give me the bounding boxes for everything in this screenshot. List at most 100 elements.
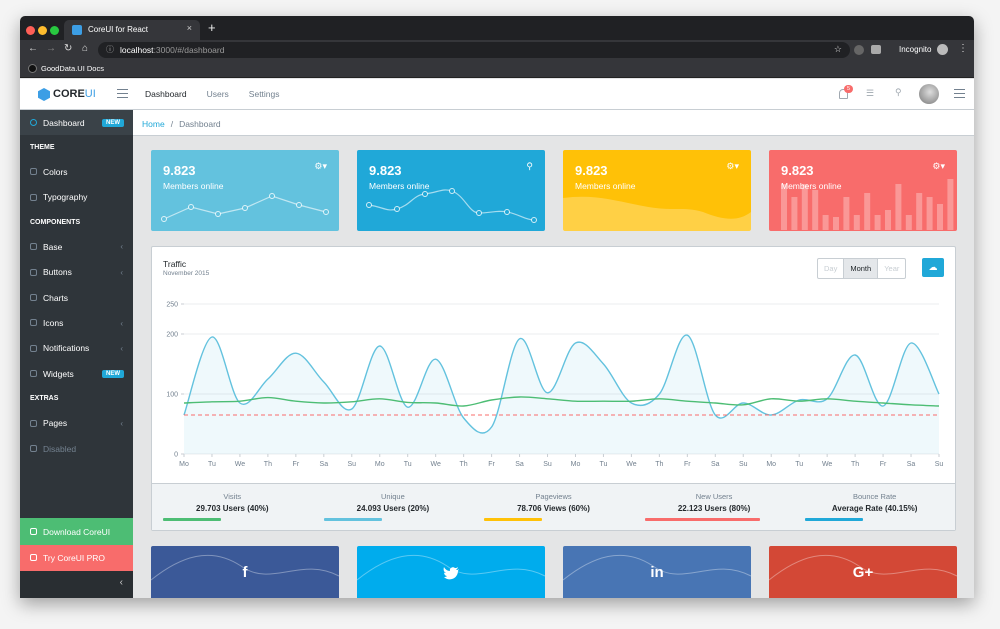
stat: Pageviews 78.706 Views (60%)	[473, 484, 634, 530]
profile-label[interactable]: Incognito	[899, 45, 932, 54]
sidebar-label: Notifications	[43, 343, 90, 354]
download-button[interactable]: Download CoreUI	[20, 518, 133, 545]
home-button[interactable]: ⌂	[82, 43, 89, 54]
stat: Visits 29.703 Users (40%)	[152, 484, 313, 530]
stat-value: 29.703 Users (40%)	[196, 504, 269, 513]
sidebar-nav: Dashboard NEW THEME Colors Typography COMPONE…	[20, 110, 133, 461]
nav-link[interactable]: Dashboard	[145, 89, 187, 99]
x-tick-label: Fr	[293, 461, 300, 468]
toolbar: ← → ↻ ⌂ ⓘ localhost:3000/#/dashboard ☆ I…	[20, 40, 974, 60]
chart-title: Traffic	[163, 259, 187, 269]
chart-subtitle: November 2015	[163, 270, 210, 277]
card-label: Members online	[369, 181, 430, 191]
bell-icon[interactable]	[839, 89, 848, 99]
close-button[interactable]	[26, 26, 35, 35]
url-host: localhost	[120, 45, 154, 55]
x-tick-label: Tu	[404, 461, 412, 468]
new-tab[interactable]: +	[208, 20, 216, 35]
address-field[interactable]: ⓘ localhost:3000/#/dashboard ☆	[98, 42, 850, 58]
traffic-chart: 0 100 200 250 Mo Tu We Th Fr Sa Su Mo Tu We Th Fr Sa Su Mo…	[166, 302, 943, 469]
sidebar-item[interactable]: Widgets NEW	[20, 361, 133, 386]
sidebar-label: Charts	[43, 292, 69, 303]
logo[interactable]: COREUI	[53, 88, 96, 100]
tab-close[interactable]: ×	[186, 23, 192, 33]
x-tick-label: Su	[347, 461, 356, 468]
sidebar-section: COMPONENTS	[30, 218, 81, 226]
sidebar-item[interactable]: Colors	[20, 159, 133, 184]
sidebar-item[interactable]: Charts	[20, 285, 133, 310]
stat-label: Unique	[381, 492, 405, 501]
card-menu[interactable]: ⚙▾	[726, 161, 739, 171]
x-tick-label: We	[430, 461, 440, 468]
sidebar-arrow: ‹	[120, 242, 123, 252]
sidebar-item[interactable]: Pages ‹	[20, 411, 133, 436]
sidebar-label: Disabled	[43, 443, 77, 454]
minimize-button[interactable]	[38, 26, 47, 35]
period-button[interactable]: Month	[843, 259, 878, 278]
bookmark[interactable]: GoodData.UI Docs	[41, 64, 104, 73]
card-menu[interactable]: ⚙▾	[314, 161, 327, 171]
menu-button[interactable]: ⋮	[958, 43, 968, 54]
stat: Bounce Rate Average Rate (40.15%)	[794, 484, 955, 530]
stat: New Users 22.123 Users (80%)	[634, 484, 795, 530]
tab[interactable]: CoreUI for React ×	[64, 20, 200, 40]
sidebar-minimizer[interactable]: ‹	[20, 571, 133, 598]
stat-value: 22.123 Users (80%)	[677, 504, 751, 513]
x-tick-label: Tu	[599, 461, 607, 468]
sidebar-item[interactable]: Notifications ‹	[20, 336, 133, 361]
card-sparkline	[781, 179, 954, 230]
camera-icon[interactable]	[871, 45, 881, 54]
card-label: Members online	[163, 181, 224, 191]
sidebar-item[interactable]: Icons ‹	[20, 310, 133, 335]
download-chart-button[interactable]: ☁	[922, 258, 944, 277]
social-card: G+	[769, 546, 957, 598]
reload-button[interactable]: ↻	[64, 43, 73, 54]
x-tick-label: Mo	[179, 461, 189, 468]
x-tick-label: Mo	[571, 461, 581, 468]
extension-icon[interactable]	[854, 45, 864, 55]
x-tick-label: Mo	[766, 461, 776, 468]
tab-title: CoreUI for React	[88, 25, 149, 34]
social-wave	[357, 554, 545, 581]
sidebar-icon	[30, 293, 37, 301]
location-icon[interactable]: ⚲	[895, 87, 902, 97]
stat-card: 9.823 Members online ⚙▾	[769, 150, 957, 231]
period-button[interactable]: Day	[824, 264, 838, 273]
sidebar-item[interactable]: Dashboard NEW	[20, 110, 133, 136]
maximize-button[interactable]	[50, 26, 59, 35]
nav-link[interactable]: Settings	[248, 89, 280, 99]
sidebar-item[interactable]: Buttons ‹	[20, 260, 133, 285]
social-wave	[563, 554, 751, 581]
x-tick-label: Tu	[795, 461, 803, 468]
info-icon: ⓘ	[106, 45, 114, 54]
x-tick-label: We	[626, 461, 636, 468]
back-button[interactable]: ←	[28, 43, 38, 54]
url: localhost:3000/#/dashboard	[120, 45, 224, 55]
area	[184, 335, 939, 454]
profile-icon[interactable]	[937, 44, 948, 55]
breadcrumb-link[interactable]: Home	[142, 119, 165, 129]
stat-label: Bounce Rate	[852, 492, 897, 501]
sidebar-item[interactable]: Base ‹	[20, 234, 133, 259]
sidebar-item[interactable]: Typography	[20, 185, 133, 210]
card-menu[interactable]: ⚙▾	[932, 161, 945, 171]
avatar[interactable]	[919, 84, 939, 104]
card-menu[interactable]: ⚲	[526, 161, 533, 171]
aside-toggler[interactable]	[954, 89, 965, 98]
sidebar-icon	[30, 268, 37, 276]
pro-button[interactable]: Try CoreUI PRO	[20, 545, 133, 571]
card-label: Members online	[781, 181, 842, 191]
sidebar-toggler[interactable]	[117, 89, 128, 98]
x-tick-label: Mo	[375, 461, 385, 468]
bookmark-star[interactable]: ☆	[833, 44, 842, 54]
x-tick-label: Sa	[515, 461, 524, 468]
sidebar-icon	[30, 193, 37, 201]
list-icon[interactable]: ☰	[866, 88, 875, 98]
nav-link[interactable]: Users	[206, 89, 229, 99]
x-tick-label: Fr	[880, 461, 887, 468]
forward-button[interactable]: →	[46, 43, 56, 54]
period-button[interactable]: Year	[877, 259, 905, 278]
sidebar-icon	[30, 119, 37, 126]
logo-core: CORE	[53, 88, 85, 100]
